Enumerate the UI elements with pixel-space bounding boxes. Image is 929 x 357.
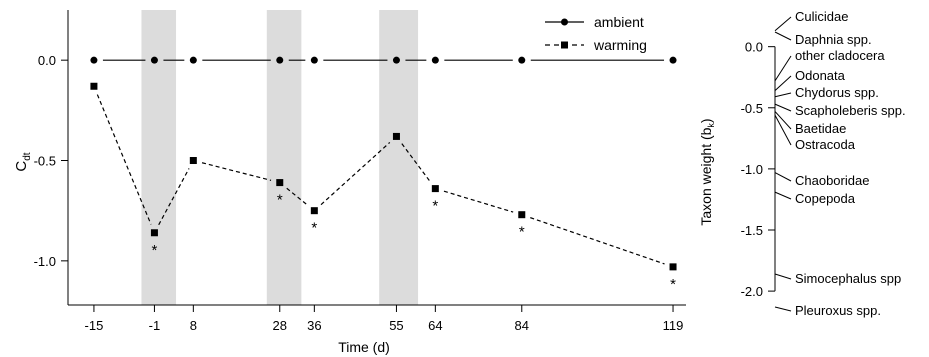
warming-point bbox=[276, 179, 284, 187]
taxon-leader-line bbox=[774, 111, 792, 130]
taxon-label: other cladocera bbox=[795, 48, 885, 63]
shaded-interval bbox=[266, 10, 302, 305]
x-tick-label: 55 bbox=[389, 318, 403, 333]
taxon-labels: Culicidae Daphnia spp.other cladocera Odon… bbox=[774, 9, 906, 318]
taxon-leader-line bbox=[774, 172, 792, 182]
ambient-point bbox=[310, 56, 318, 64]
taxon-label: Chydorus spp. bbox=[795, 85, 879, 100]
x-tick-label: -15 bbox=[85, 318, 104, 333]
ambient-point bbox=[431, 56, 439, 64]
taxon-leader-line bbox=[774, 191, 792, 200]
taxon-axis-tick-label: -0.5 bbox=[741, 101, 763, 116]
taxon-label: Ostracoda bbox=[795, 137, 856, 152]
legend-ambient-marker bbox=[561, 18, 568, 26]
warming-point bbox=[150, 229, 158, 237]
taxon-axis-tick-label: -1.0 bbox=[741, 162, 763, 177]
warming-line-segment bbox=[320, 142, 391, 206]
warming-point bbox=[310, 207, 318, 215]
taxon-label: Copepoda bbox=[795, 191, 856, 206]
y-axis-label: Cdt bbox=[13, 152, 33, 171]
svg-text:Cdt: Cdt bbox=[13, 152, 33, 171]
taxon-axis-label-sub: k bbox=[706, 123, 716, 128]
x-tick-label: 64 bbox=[428, 318, 442, 333]
taxon-leader-line bbox=[774, 103, 792, 112]
x-tick-label: 36 bbox=[307, 318, 321, 333]
axes bbox=[67, 10, 686, 306]
significance-marker: * bbox=[311, 220, 317, 237]
taxon-weight-chart: 0.0 -0.5 -1.0 -1.5 -2.0 Culicidae Daphnia spp… bbox=[698, 9, 906, 318]
legend: ambient warming bbox=[545, 14, 647, 53]
taxon-leader-line bbox=[774, 114, 792, 146]
y-axis-label-sub: dt bbox=[22, 152, 33, 161]
taxon-axis: 0.0 -0.5 -1.0 -1.5 -2.0 bbox=[741, 40, 776, 299]
shaded-interval bbox=[141, 10, 177, 305]
taxon-leader-line bbox=[774, 31, 792, 41]
ambient-point bbox=[90, 56, 98, 64]
taxon-axis-label-end: ) bbox=[698, 118, 714, 123]
taxon-label: Simocephalus spp bbox=[795, 271, 901, 286]
significance-marker: * bbox=[277, 192, 283, 209]
taxon-label: Culicidae bbox=[795, 9, 848, 24]
warming-point bbox=[518, 211, 526, 219]
legend-warming-label: warming bbox=[593, 37, 647, 53]
ambient-point bbox=[392, 56, 400, 64]
legend-warming-marker bbox=[561, 41, 568, 49]
warming-line-segment bbox=[201, 162, 272, 181]
y-axis-label-main: C bbox=[13, 161, 30, 172]
x-tick-label: 84 bbox=[515, 318, 529, 333]
taxon-leader-line bbox=[774, 16, 792, 32]
taxon-axis-label: Taxon weight (bk) bbox=[698, 118, 716, 225]
series: * * * * * * bbox=[90, 56, 677, 293]
significance-marker: * bbox=[432, 198, 438, 215]
ambient-point bbox=[150, 56, 158, 64]
taxon-axis-tick-label: 0.0 bbox=[745, 40, 763, 55]
ambient-point bbox=[518, 56, 526, 64]
taxon-label: Chaoboridae bbox=[795, 173, 869, 188]
significance-marker: * bbox=[152, 242, 158, 259]
taxon-label: Baetidae bbox=[795, 121, 846, 136]
ambient-point bbox=[669, 56, 677, 64]
svg-text:Taxon weight (bk): Taxon weight (bk) bbox=[698, 118, 716, 225]
warming-point bbox=[392, 132, 400, 140]
warming-line-segment bbox=[401, 143, 431, 182]
taxon-label: Daphnia spp. bbox=[795, 32, 872, 47]
warming-point bbox=[90, 82, 98, 90]
warming-point bbox=[189, 157, 197, 165]
taxon-label: Odonata bbox=[795, 68, 846, 83]
warming-point bbox=[669, 263, 677, 271]
warming-line-segment bbox=[443, 190, 514, 213]
taxon-label: Pleuroxus spp. bbox=[795, 303, 881, 318]
taxon-axis-label-main: Taxon weight (b bbox=[698, 127, 714, 225]
x-axis-label: Time (d) bbox=[338, 339, 390, 355]
significance-marker: * bbox=[519, 224, 525, 241]
warming-line-segment bbox=[96, 94, 152, 225]
x-tick-label: -1 bbox=[149, 318, 161, 333]
taxon-axis-tick-label: -1.5 bbox=[741, 223, 763, 238]
warming-line-segment bbox=[158, 168, 190, 226]
legend-ambient-label: ambient bbox=[594, 14, 644, 30]
cdt-time-chart: -15 -1 8 28 36 55 64 84 119 0.0 -0.5 -1.0 * * * * * * am… bbox=[13, 10, 686, 355]
y-tick-label: -1.0 bbox=[34, 254, 56, 269]
tick-marks: -15 -1 8 28 36 55 64 84 119 0.0 -0.5 -1.0 bbox=[34, 53, 684, 333]
taxon-label: Scapholeberis spp. bbox=[795, 103, 906, 118]
taxon-leader-line bbox=[774, 75, 792, 92]
x-tick-label: 119 bbox=[663, 318, 684, 333]
significance-marker: * bbox=[670, 276, 676, 293]
y-tick-label: 0.0 bbox=[38, 53, 56, 68]
taxon-axis-tick-label: -2.0 bbox=[741, 284, 763, 299]
taxon-leader-line bbox=[774, 273, 792, 280]
taxon-leader-line bbox=[774, 306, 792, 312]
x-tick-label: 28 bbox=[273, 318, 287, 333]
warming-line-segment bbox=[530, 217, 665, 265]
warming-line-segment bbox=[286, 187, 308, 206]
ambient-point bbox=[276, 56, 284, 64]
warming-point bbox=[431, 185, 439, 193]
x-tick-label: 8 bbox=[190, 318, 197, 333]
y-tick-label: -0.5 bbox=[34, 154, 56, 169]
ambient-point bbox=[189, 56, 197, 64]
taxon-leader-line bbox=[774, 92, 792, 98]
shaded-intervals bbox=[141, 10, 419, 305]
taxon-leader-line bbox=[774, 55, 792, 82]
